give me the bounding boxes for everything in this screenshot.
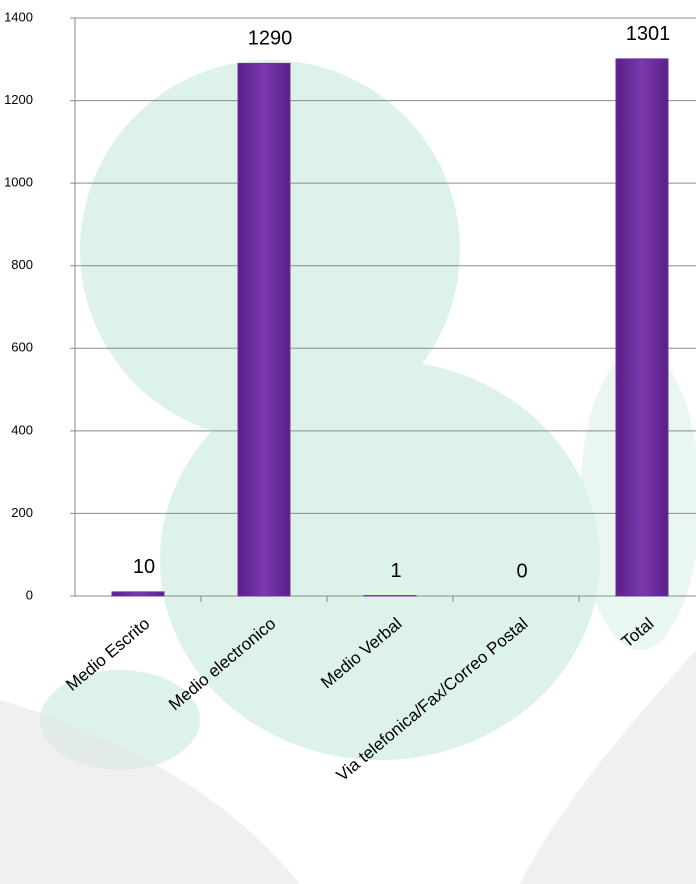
data-label: 1290 bbox=[248, 28, 293, 50]
background-shade bbox=[0, 650, 696, 884]
y-tick-label: 1400 bbox=[4, 9, 33, 24]
y-tick-label: 1000 bbox=[4, 175, 33, 190]
bar bbox=[615, 58, 669, 597]
y-tick-label: 200 bbox=[11, 505, 33, 520]
y-tick-label: 0 bbox=[26, 587, 33, 602]
bar bbox=[111, 591, 165, 597]
y-tick-label: 1200 bbox=[4, 92, 33, 107]
data-label: 10 bbox=[133, 556, 155, 578]
y-tick-label: 400 bbox=[11, 422, 33, 437]
y-tick-label: 600 bbox=[11, 340, 33, 355]
background-decoration bbox=[40, 60, 696, 770]
y-tick-label: 800 bbox=[11, 257, 33, 272]
data-label: 1301 bbox=[626, 23, 671, 45]
data-label: 1 bbox=[390, 560, 401, 582]
bar bbox=[237, 62, 291, 597]
data-label: 0 bbox=[516, 560, 527, 582]
